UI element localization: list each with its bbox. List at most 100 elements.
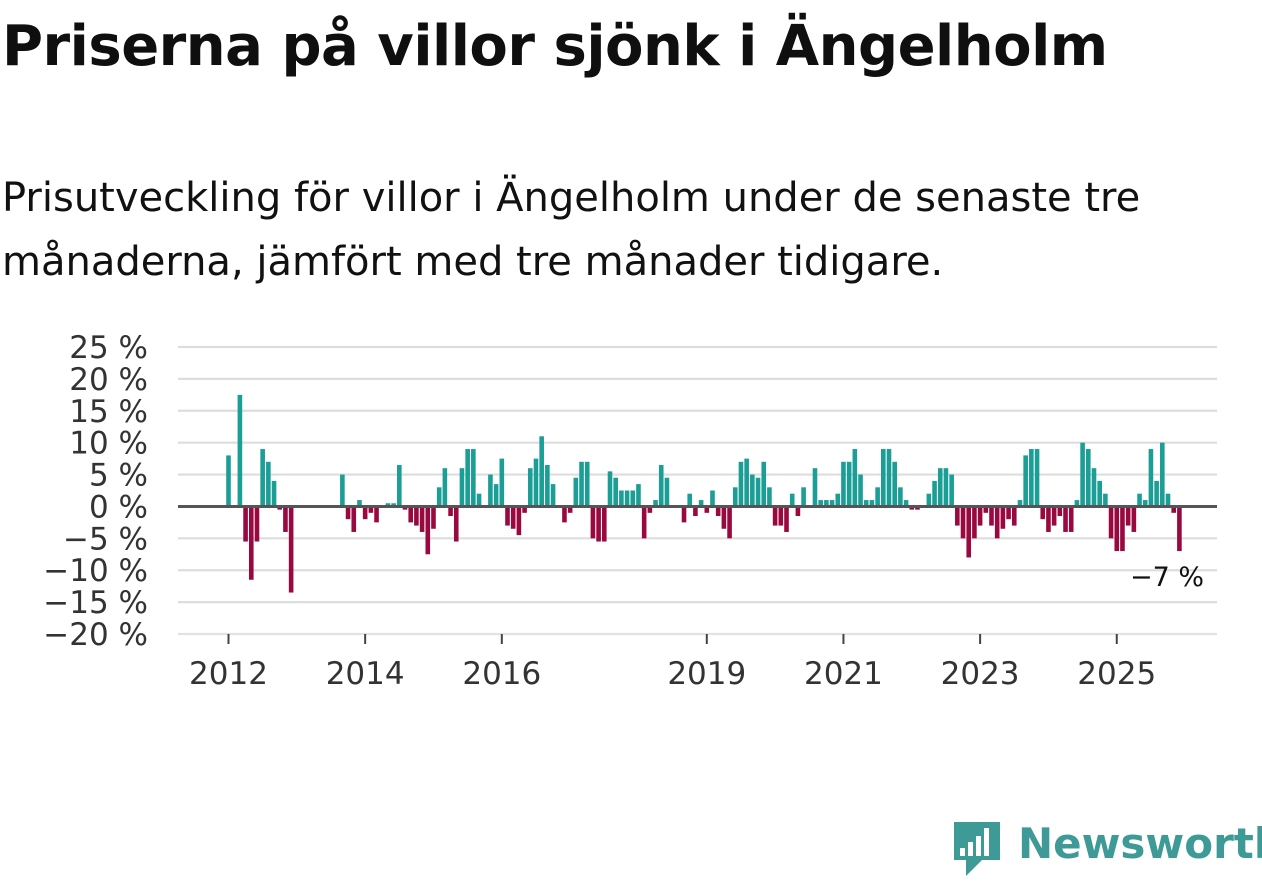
x-axis: 2012 2014 2016 2019 2021 2023 2025 xyxy=(178,633,1217,692)
x-tick-label: 2019 xyxy=(667,656,746,692)
bar xyxy=(835,493,841,507)
bar xyxy=(801,487,806,507)
bar xyxy=(875,487,880,507)
bar xyxy=(784,506,789,532)
bar xyxy=(989,506,994,526)
x-tick-label: 2021 xyxy=(804,656,883,692)
bar xyxy=(693,506,698,517)
bar xyxy=(937,468,943,507)
bar xyxy=(226,455,231,507)
bar xyxy=(545,464,550,507)
bar xyxy=(602,506,607,542)
bar xyxy=(732,487,738,507)
bar xyxy=(368,506,374,513)
y-tick-label: −10 % xyxy=(43,553,148,589)
bar xyxy=(1137,493,1142,507)
bar xyxy=(863,500,869,507)
bar xyxy=(983,506,989,513)
bar xyxy=(727,506,732,539)
bar xyxy=(567,506,573,513)
bar xyxy=(892,461,897,507)
newsworthy-brand: Newsworthy xyxy=(950,818,1262,878)
bar xyxy=(527,468,533,507)
chart-title: Priserna på villor sjönk i Ängelholm xyxy=(2,14,1108,79)
y-tick-label: 5 % xyxy=(89,458,148,494)
bar xyxy=(1034,449,1040,507)
bar xyxy=(972,506,977,539)
bar xyxy=(818,500,823,507)
bar xyxy=(277,506,283,510)
bar xyxy=(385,503,391,507)
bar xyxy=(448,506,453,517)
bar xyxy=(1029,449,1034,507)
bar xyxy=(1068,506,1074,532)
bar xyxy=(493,484,499,507)
bar xyxy=(288,506,294,593)
bar xyxy=(960,506,966,539)
bar xyxy=(903,500,909,507)
bar xyxy=(499,458,505,507)
bar xyxy=(829,500,835,507)
bar xyxy=(624,490,630,507)
bar xyxy=(465,449,470,507)
bar xyxy=(522,506,527,513)
bar xyxy=(738,461,744,507)
bar-chart: 25 %20 %15 %10 %5 %0 %−5 %−10 %−15 %−20 … xyxy=(43,330,1217,692)
bar xyxy=(846,461,852,507)
x-tick-label: 2012 xyxy=(189,656,268,692)
bar xyxy=(824,500,829,507)
bar xyxy=(516,506,522,536)
bar xyxy=(704,506,710,513)
y-tick-label: −20 % xyxy=(43,617,148,653)
x-tick-label: 2025 xyxy=(1077,656,1156,692)
bar xyxy=(340,474,345,507)
bar xyxy=(533,458,539,507)
x-tick-label: 2016 xyxy=(462,656,541,692)
bar xyxy=(943,468,949,507)
bar xyxy=(1085,449,1091,507)
bar xyxy=(391,503,396,507)
bar xyxy=(755,477,761,507)
bar xyxy=(641,506,647,539)
bar xyxy=(744,458,749,507)
newsworthy-logo-icon xyxy=(954,822,1000,876)
bar xyxy=(812,468,818,507)
bar xyxy=(1080,442,1085,507)
bar xyxy=(505,506,510,526)
y-tick-label: −15 % xyxy=(43,585,148,621)
bar xyxy=(1063,506,1068,532)
bar xyxy=(778,506,784,526)
bar xyxy=(653,500,658,507)
bar xyxy=(1017,500,1023,507)
bar xyxy=(351,506,357,532)
bar xyxy=(584,461,590,507)
bar xyxy=(1040,506,1046,520)
chart-subtitle: Prisutveckling för villor i Ängelholm un… xyxy=(2,175,1141,285)
bar xyxy=(1171,506,1176,513)
bar xyxy=(881,449,886,507)
bar xyxy=(1000,506,1006,529)
bar xyxy=(453,506,459,542)
bar xyxy=(795,506,801,517)
bar xyxy=(254,506,260,542)
bar xyxy=(750,474,755,507)
y-tick-label: 20 % xyxy=(69,362,148,398)
bar xyxy=(1165,493,1171,507)
bar xyxy=(721,506,727,529)
bar xyxy=(510,506,516,529)
y-tick-label: 25 % xyxy=(69,330,148,366)
bar xyxy=(459,468,465,507)
bar xyxy=(266,461,271,507)
bar xyxy=(909,506,915,510)
bar xyxy=(613,477,618,507)
bar xyxy=(1125,506,1131,526)
bar xyxy=(1091,468,1097,507)
bar xyxy=(1154,480,1159,507)
bar xyxy=(402,506,408,510)
bar xyxy=(1097,480,1102,507)
bar xyxy=(915,506,920,510)
bar xyxy=(436,487,442,507)
bar xyxy=(852,449,858,507)
bar xyxy=(1142,500,1148,507)
bar xyxy=(767,487,772,507)
